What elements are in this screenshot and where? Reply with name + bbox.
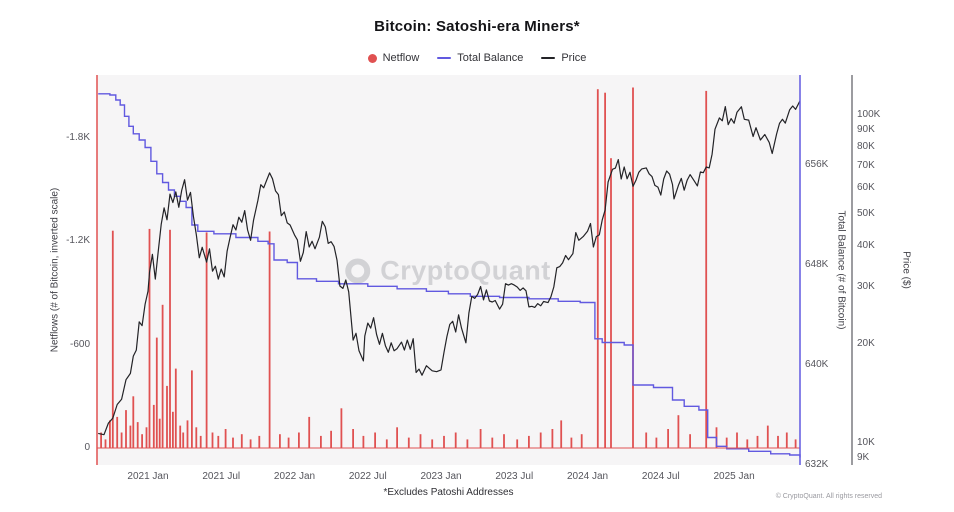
price-tick-label: 60K: [857, 181, 875, 193]
price-tick-label: 90K: [857, 124, 875, 135]
balance-tick-label: 640K: [805, 359, 829, 370]
netflow-tick-label: -600: [69, 338, 90, 350]
price-axis-title: Price ($): [900, 251, 912, 289]
x-tick-label: 2024 Jan: [566, 471, 609, 482]
price-tick-label: 40K: [857, 239, 875, 251]
x-tick-label: 2023 Jan: [420, 471, 462, 482]
price-tick-label: 80K: [857, 140, 875, 152]
legend-label-total-balance: Total Balance: [457, 52, 524, 64]
footnote: *Excludes Patoshi Addresses: [383, 487, 514, 498]
netflow-axis-title: Netflows (# of Bitcoin, inverted scale): [49, 187, 61, 353]
netflow-tick-label: 0: [84, 442, 90, 453]
price-line: [98, 100, 801, 436]
netflow-tick-label: -1.8K: [66, 131, 90, 143]
balance-tick-label: 656K: [805, 159, 829, 170]
x-tick-label: 2023 Jul: [495, 471, 534, 482]
price-line-icon: [541, 57, 556, 59]
x-tick-label: 2021 Jul: [202, 471, 241, 482]
balance-tick-label: 648K: [805, 259, 829, 270]
legend: Netflow Total Balance Price: [0, 52, 954, 64]
x-tick-label: 2021 Jan: [127, 471, 169, 482]
price-tick-label: 20K: [857, 338, 875, 350]
price-tick-label: 9K: [857, 452, 870, 463]
price-tick-label: 10K: [857, 437, 875, 448]
legend-item-netflow[interactable]: Netflow: [367, 52, 420, 64]
legend-item-price[interactable]: Price: [541, 52, 586, 64]
price-tick-label: 50K: [857, 207, 875, 219]
price-tick-label: 70K: [857, 159, 875, 171]
netflow-dot-icon: [367, 53, 377, 63]
total-balance-line: [98, 93, 801, 458]
copyright: © CryptoQuant. All rights reserved: [775, 493, 882, 500]
netflow-bars: [100, 87, 797, 449]
netflow-tick-label: -1.2K: [66, 235, 90, 246]
chart-title: Bitcoin: Satoshi-era Miners*: [374, 18, 580, 35]
x-tick-label: 2025 Jan: [713, 471, 755, 482]
legend-label-price: Price: [561, 52, 587, 64]
legend-label-netflow: Netflow: [382, 52, 420, 64]
legend-item-total-balance[interactable]: Total Balance: [437, 52, 523, 64]
x-tick-label: 2024 Jul: [641, 471, 680, 482]
price-tick-label: 30K: [857, 280, 875, 292]
price-tick-label: 100K: [857, 109, 881, 120]
x-tick-label: 2022 Jul: [348, 471, 387, 482]
total-balance-axis-title: Total Balance (# of Bitcoin): [835, 210, 847, 330]
x-tick-label: 2022 Jan: [273, 471, 316, 482]
total-balance-line-icon: [437, 57, 452, 59]
balance-tick-label: 632K: [805, 459, 829, 470]
